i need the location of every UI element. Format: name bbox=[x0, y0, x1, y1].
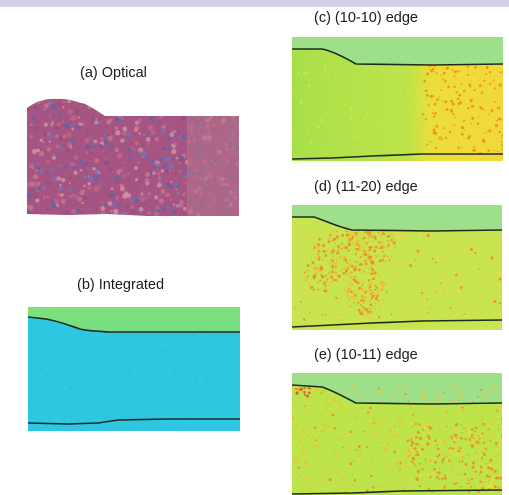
optical-image-svg bbox=[27, 98, 239, 216]
panel-b-label: (b) Integrated bbox=[77, 277, 165, 293]
edge-map-11-20 bbox=[292, 205, 502, 330]
panel-d-label: (d) (11-20) edge bbox=[314, 179, 418, 195]
panel-c-label: (c) (10-10) edge bbox=[314, 10, 418, 26]
edge-map-10-11-svg bbox=[292, 373, 502, 495]
edge-map-10-11 bbox=[292, 373, 502, 495]
integrated-map bbox=[28, 307, 240, 431]
edge-map-10-10 bbox=[292, 37, 503, 161]
panel-e-label: (e) (10-11) edge bbox=[314, 347, 418, 363]
edge-map-11-20-svg bbox=[292, 205, 502, 330]
integrated-map-svg bbox=[28, 307, 240, 431]
panel-a-label: (a) Optical bbox=[80, 65, 147, 81]
top-border-bar bbox=[0, 0, 509, 7]
edge-map-10-10-svg bbox=[292, 37, 503, 161]
optical-image bbox=[27, 98, 239, 216]
